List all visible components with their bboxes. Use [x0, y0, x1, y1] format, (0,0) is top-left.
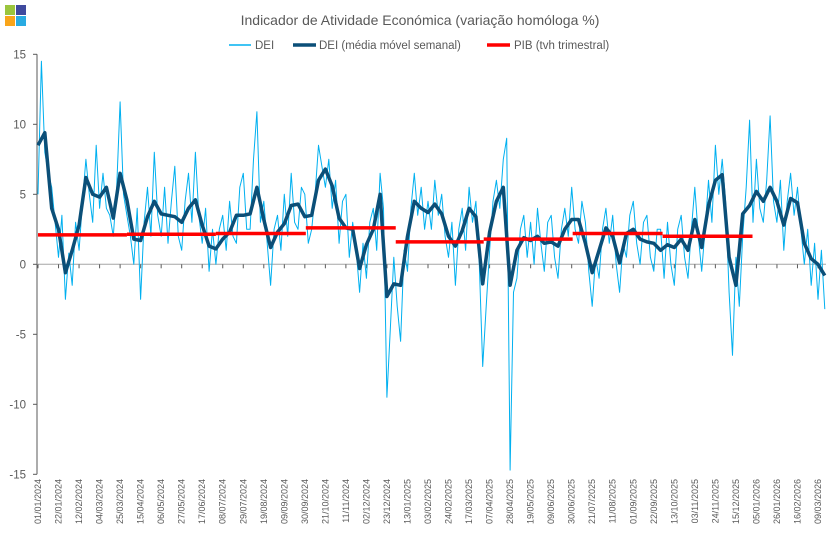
x-tick-label: 22/09/2025 — [649, 479, 659, 524]
x-tick-label: 01/09/2025 — [628, 479, 638, 524]
x-tick-label: 03/02/2025 — [423, 479, 433, 524]
x-tick-label: 03/11/2025 — [690, 479, 700, 523]
x-tick-label: 24/11/2025 — [710, 479, 720, 523]
logo-square — [16, 16, 26, 26]
x-tick-label: 25/03/2024 — [115, 479, 125, 524]
x-tick-label: 08/07/2024 — [218, 479, 228, 524]
legend-label-dei: DEI — [255, 40, 274, 52]
x-tick-label: 23/12/2024 — [382, 479, 392, 524]
axes: 15 10 5 0 -5 -10 -15 01/01/2024 22/01/2024 12/02/… — [9, 49, 826, 524]
x-tick-label: 09/03/2026 — [813, 479, 823, 524]
y-tick-label: -10 — [9, 399, 26, 411]
x-tick-label: 24/02/2025 — [444, 479, 454, 524]
legend-label-moving-average: DEI (média móvel semanal) — [319, 40, 461, 52]
x-tick-label: 13/10/2025 — [669, 479, 679, 524]
x-tick-label: 04/03/2024 — [95, 479, 105, 524]
x-tick-label: 16/02/2026 — [792, 479, 802, 524]
y-tick-label: -15 — [9, 469, 26, 481]
x-tick-label: 30/06/2025 — [567, 479, 577, 524]
x-tick-label: 19/08/2024 — [259, 479, 269, 524]
x-tick-label: 26/01/2026 — [772, 479, 782, 524]
plot-area — [36, 60, 827, 471]
x-tick-label: 01/01/2024 — [33, 479, 43, 524]
dei-line — [37, 60, 826, 471]
logo — [5, 5, 26, 26]
x-tick-label: 22/01/2024 — [54, 479, 64, 524]
legend: DEI DEI (média móvel semanal) PIB (tvh t… — [229, 40, 609, 52]
x-tick-label: 27/05/2024 — [177, 479, 187, 524]
x-tick-label: 15/04/2024 — [136, 479, 146, 524]
x-tick-label: 06/05/2024 — [156, 479, 166, 524]
x-tick-label: 07/04/2025 — [485, 479, 495, 524]
y-tick-label: 5 — [20, 189, 26, 201]
x-tick-label: 11/11/2024 — [341, 479, 351, 523]
logo-square — [5, 16, 15, 26]
x-tick-label: 13/01/2025 — [402, 479, 412, 524]
dei-moving-average-line — [36, 130, 827, 299]
x-tick-label: 17/03/2025 — [464, 479, 474, 524]
x-tick-label: 21/07/2025 — [587, 479, 597, 524]
x-tick-label: 12/02/2024 — [74, 479, 84, 524]
y-tick-label: 10 — [13, 119, 26, 131]
x-tick-label: 28/04/2025 — [505, 479, 515, 524]
x-tick-label: 09/06/2025 — [546, 479, 556, 524]
logo-square — [16, 5, 26, 15]
x-tick-label: 11/08/2025 — [608, 479, 618, 523]
x-tick-label: 02/12/2024 — [361, 479, 371, 524]
x-tick-label: 19/05/2025 — [526, 479, 536, 524]
x-tick-label: 21/10/2024 — [320, 479, 330, 524]
y-tick-label: -5 — [16, 329, 26, 341]
chart-title: Indicador de Atividade Económica (variaç… — [241, 12, 600, 28]
y-tick-label: 15 — [13, 49, 26, 61]
y-tick-label: 0 — [20, 259, 26, 271]
legend-label-pib: PIB (tvh trimestral) — [514, 40, 609, 52]
logo-square — [5, 5, 15, 15]
x-tick-label: 17/06/2024 — [197, 479, 207, 524]
x-tick-label: 05/01/2026 — [751, 479, 761, 524]
x-tick-label: 29/07/2024 — [238, 479, 248, 524]
x-tick-label: 09/09/2024 — [279, 479, 289, 524]
x-tick-label: 30/09/2024 — [300, 479, 310, 524]
x-tick-label: 15/12/2025 — [731, 479, 741, 524]
